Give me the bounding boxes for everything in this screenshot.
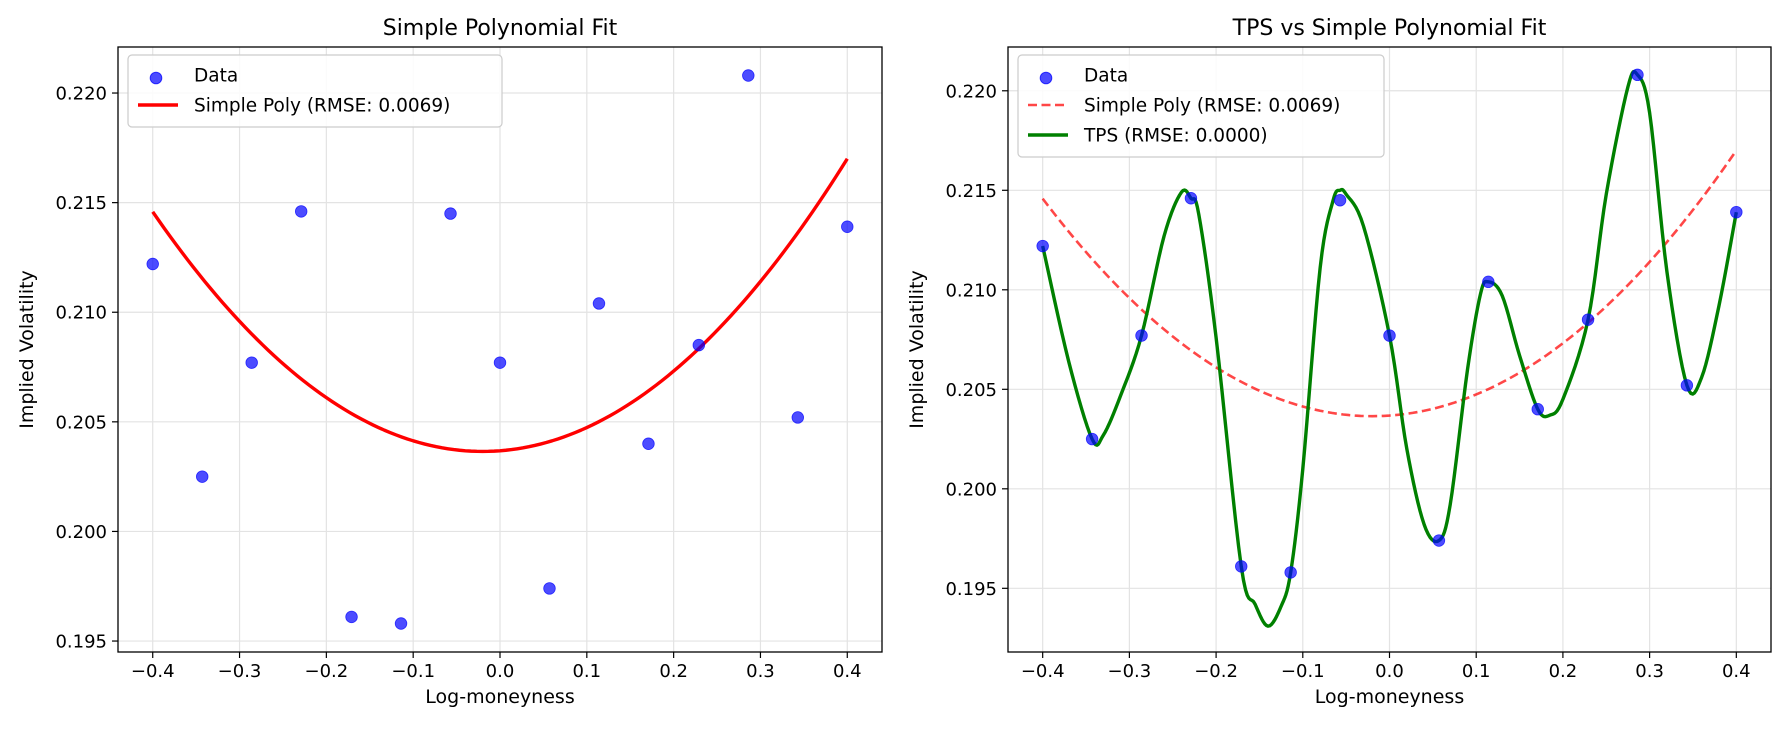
data-point [196, 470, 209, 483]
data-point [1184, 192, 1198, 205]
x-tick-label: 0.3 [746, 661, 775, 682]
x-axis-label: Log-moneyness [1315, 686, 1464, 708]
data-point [146, 257, 159, 271]
data-point [1085, 432, 1099, 446]
x-tick-label: 0.4 [833, 661, 862, 682]
data-point [692, 338, 706, 352]
simple-poly-line [1041, 149, 1738, 418]
y-tick-label: 0.220 [945, 81, 997, 102]
data-point [543, 582, 556, 595]
data-point [1135, 329, 1148, 342]
data-point [1235, 560, 1248, 573]
legend-box [1017, 54, 1385, 158]
data-point [742, 69, 755, 82]
right-chart-panel: −0.4 −0.3 −0.2 −0.1 0.0 0.1 0.2 0.3 0.4 0.195 0.20… [906, 16, 1772, 708]
x-tick-label: −0.4 [131, 661, 175, 682]
x-tick-label: 0.4 [1722, 661, 1751, 682]
data-point [1680, 379, 1694, 392]
y-tick-label: 0.200 [55, 522, 107, 543]
chart-title: TPS vs Simple Polynomial Fit [1232, 16, 1547, 41]
x-tick-label: 0.1 [1462, 661, 1491, 682]
data-point [1333, 194, 1347, 207]
data-point [1432, 534, 1446, 547]
legend: Data Simple Poly (RMSE: 0.0069) TPS (RMSE:… [1017, 54, 1385, 158]
x-tick-label: −0.2 [1194, 661, 1238, 682]
data-point [493, 356, 507, 369]
data-point [642, 437, 655, 450]
x-tick-label: −0.2 [305, 661, 349, 682]
data-point [841, 220, 854, 233]
plot-area [146, 69, 854, 630]
x-tick-label: −0.1 [391, 661, 435, 682]
data-point [294, 205, 308, 218]
legend-box [127, 54, 503, 128]
x-tick-label: −0.4 [1021, 661, 1065, 682]
x-tick-label: −0.1 [1281, 661, 1325, 682]
y-tick-label: 0.215 [945, 181, 997, 202]
x-tick-label: −0.3 [1108, 661, 1152, 682]
data-point [1284, 566, 1297, 579]
y-tick-label: 0.205 [55, 412, 107, 433]
data-point [245, 356, 258, 369]
y-axis-label: Implied Volatility [906, 270, 928, 429]
x-tick-label: 0.2 [659, 661, 688, 682]
plot-area [1036, 68, 1743, 628]
y-axis-label: Implied Volatility [16, 270, 38, 429]
x-axis-label: Log-moneyness [425, 686, 574, 708]
x-tick-label: 0.0 [486, 661, 515, 682]
data-point [592, 297, 606, 310]
data-point [1531, 403, 1544, 416]
y-tick-label: 0.195 [945, 579, 997, 600]
left-chart-panel: −0.4 −0.3 −0.2 −0.1 0.0 0.1 0.2 0.3 0.4 0.195 0.20… [16, 16, 883, 708]
x-tick-label: −0.3 [218, 661, 262, 682]
x-tick-label: 0.0 [1375, 661, 1404, 682]
y-tick-label: 0.210 [55, 303, 107, 324]
legend-label: Data [194, 66, 238, 87]
y-tick-label: 0.210 [945, 280, 997, 301]
chart-title: Simple Polynomial Fit [383, 16, 618, 41]
x-tick-label: 0.1 [572, 661, 601, 682]
y-tick-label: 0.215 [55, 193, 107, 214]
data-point [1482, 275, 1495, 289]
data-point [345, 610, 358, 624]
data-point [1383, 329, 1396, 342]
legend-marker-data [149, 71, 163, 85]
data-point [1036, 239, 1049, 253]
y-tick-label: 0.195 [55, 632, 107, 653]
legend-marker-data [1039, 71, 1053, 85]
data-point [1730, 205, 1743, 219]
data-point [394, 617, 408, 630]
data-point [1631, 68, 1644, 82]
legend-label: Simple Poly (RMSE: 0.0069) [194, 96, 450, 117]
legend-label: Simple Poly (RMSE: 0.0069) [1084, 96, 1340, 117]
x-tick-label: 0.2 [1549, 661, 1578, 682]
y-tick-label: 0.200 [945, 479, 997, 500]
data-point [444, 207, 457, 220]
y-tick-label: 0.220 [55, 84, 107, 105]
legend-label: Data [1084, 66, 1128, 87]
simple-poly-line [151, 157, 849, 454]
legend: Data Simple Poly (RMSE: 0.0069) [127, 54, 503, 128]
data-point [791, 411, 804, 424]
legend-label: TPS (RMSE: 0.0000) [1083, 126, 1268, 147]
y-tick-label: 0.205 [945, 380, 997, 401]
x-tick-label: 0.3 [1635, 661, 1664, 682]
data-point [1581, 313, 1595, 326]
